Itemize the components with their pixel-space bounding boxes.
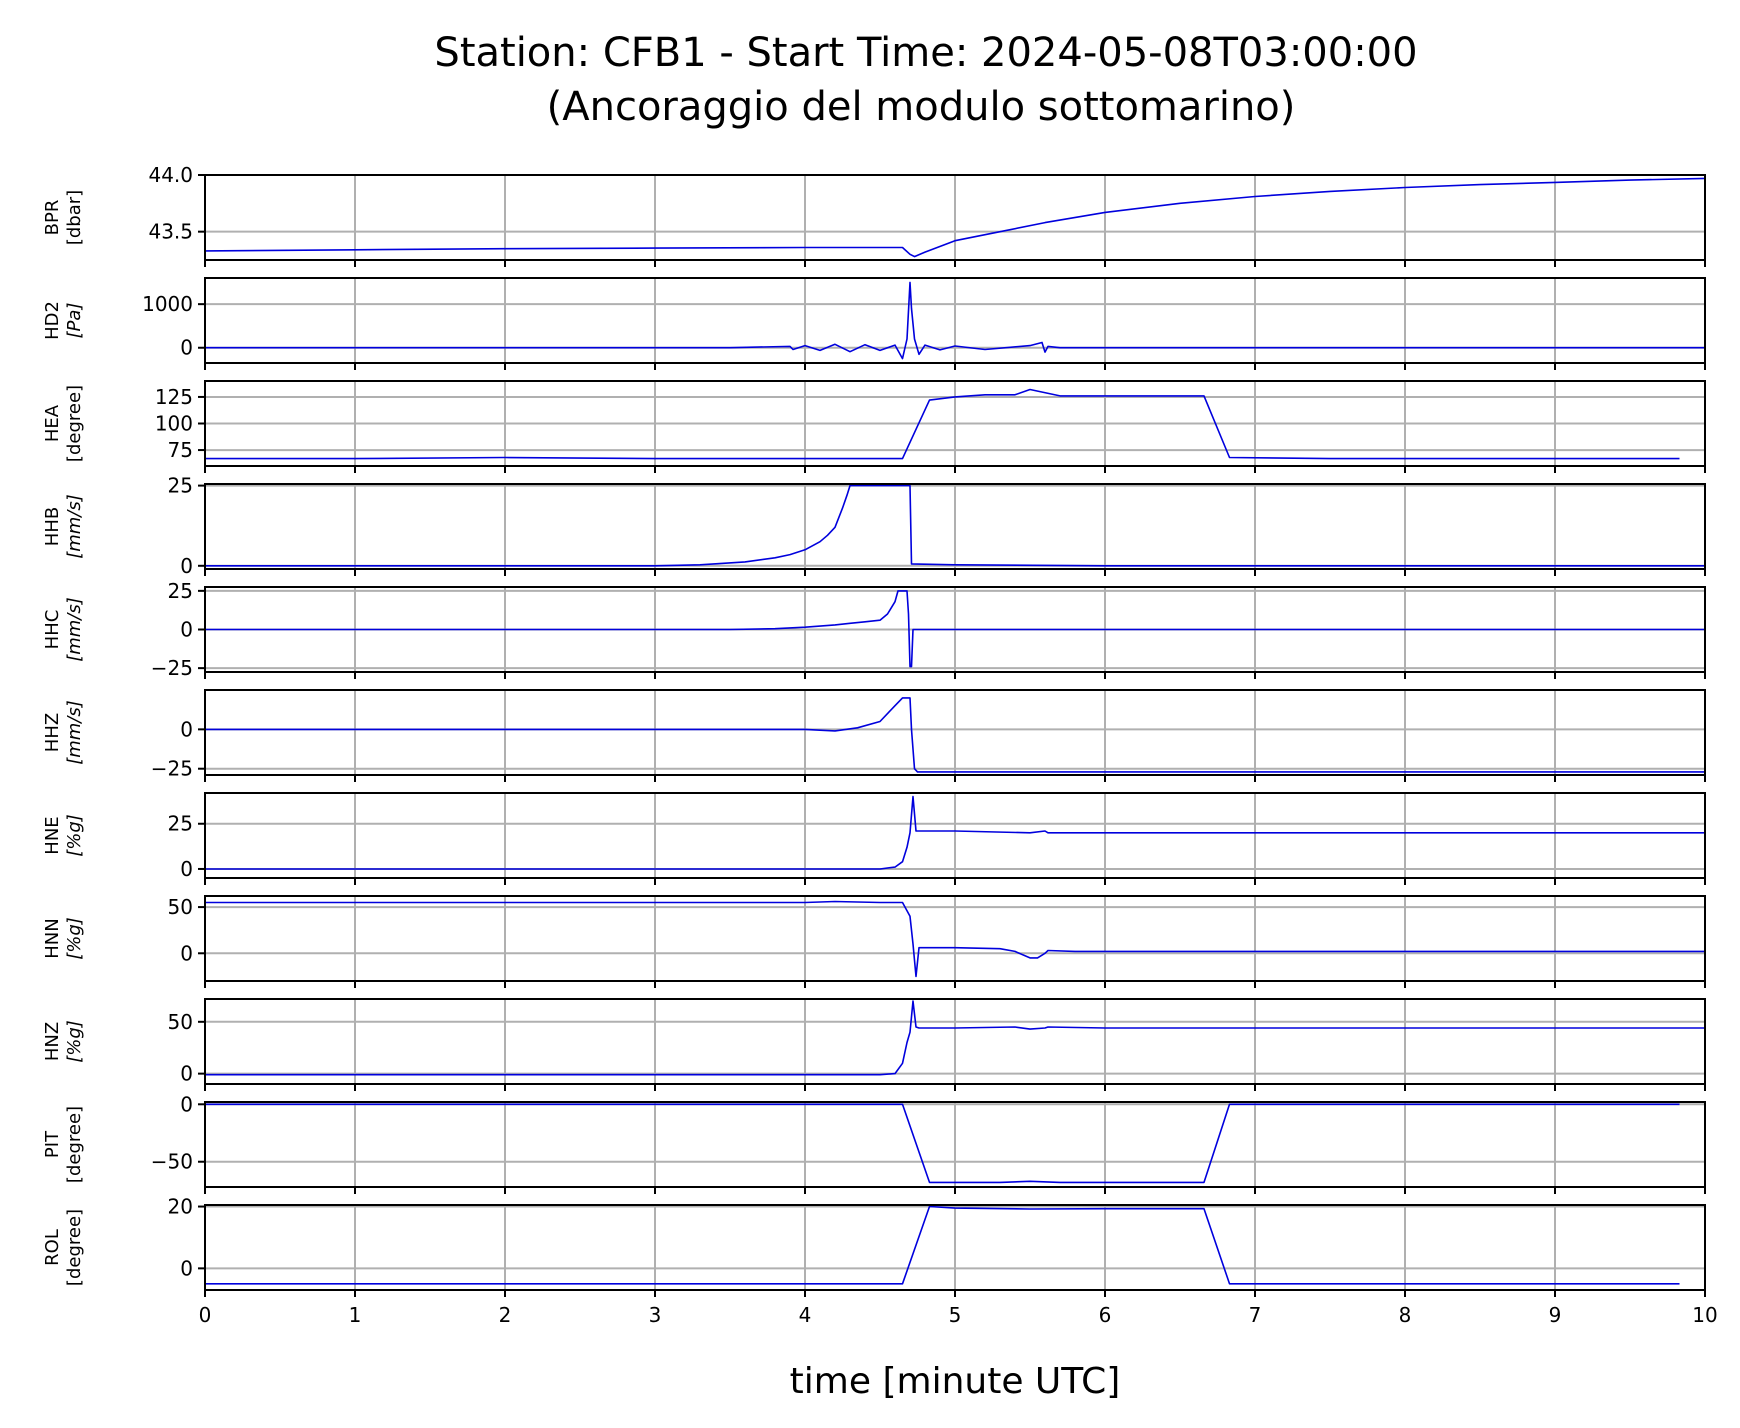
ylabel-hd2: HD2[Pa] (42, 301, 85, 340)
series-line-rol (205, 1205, 1680, 1285)
xtick-label-2: 2 (499, 1303, 512, 1327)
series-line-pit (205, 1103, 1680, 1184)
ytick-label: 0 (180, 941, 193, 965)
ytick-label: 0 (180, 554, 193, 578)
panel-hhc: −25 0 25 HHC[mm/s] (42, 579, 1706, 680)
panel-hhb: 0 25 HHB[mm/s] (42, 474, 1706, 578)
series-line-hne (205, 795, 1705, 870)
ylabel-rol: ROL[degree] (42, 1209, 85, 1286)
ytick-label: 0 (180, 1092, 193, 1116)
xtick-label-8: 8 (1399, 1303, 1412, 1327)
ytick-label: 25 (168, 579, 193, 603)
ytick-label: 44.0 (148, 163, 193, 187)
ylabel-hhc: HHC[mm/s] (42, 597, 85, 662)
chart-subtitle: (Ancoraggio del modulo sottomarino) (547, 84, 1296, 130)
series-line-hhb (205, 484, 1705, 567)
panel-frame (204, 586, 1706, 673)
xtick-label-7: 7 (1249, 1303, 1262, 1327)
panel-frame (204, 895, 1706, 982)
ytick-label: 125 (155, 385, 193, 409)
ytick-label: −50 (151, 1150, 193, 1174)
xtick-label-6: 6 (1099, 1303, 1112, 1327)
ytick-label: 43.5 (148, 220, 193, 244)
ytick-label: 50 (168, 1010, 193, 1034)
xtick-label-5: 5 (949, 1303, 962, 1327)
panel-frame (204, 689, 1706, 776)
series-line-hd2 (205, 281, 1705, 360)
panel-hnz: 0 50 HNZ[%g] (42, 998, 1706, 1091)
x-axis: 0 1 2 3 4 5 6 7 8 9 10 (199, 1303, 1718, 1327)
series-line-bpr (205, 177, 1705, 258)
ytick-label: 0 (180, 717, 193, 741)
panel-frame (204, 380, 1706, 467)
ytick-label: 0 (180, 857, 193, 881)
xtick-label-1: 1 (349, 1303, 362, 1327)
xtick-label-3: 3 (649, 1303, 662, 1327)
x-axis-label: time [minute UTC] (790, 1361, 1121, 1402)
panel-hne: 0 25 HNE[%g] (42, 792, 1706, 885)
panel-frame (204, 174, 1706, 261)
ytick-label: 0 (180, 1256, 193, 1280)
ylabel-bpr: BPR[dbar] (42, 190, 85, 245)
panel-hd2: 0 1000 HD2[Pa] (42, 277, 1706, 370)
xtick-label-4: 4 (799, 1303, 812, 1327)
ytick-label: −25 (151, 757, 193, 781)
series-line-hhz (205, 697, 1705, 773)
xtick-label-9: 9 (1549, 1303, 1562, 1327)
ytick-label: 20 (168, 1195, 193, 1219)
ytick-label: 1000 (142, 292, 193, 316)
panel-frame (204, 277, 1706, 364)
ylabel-hne: HNE[%g] (42, 814, 85, 857)
ytick-label: 25 (168, 812, 193, 836)
ytick-label: 25 (168, 474, 193, 498)
ytick-label: 75 (168, 438, 193, 462)
ytick-label: 0 (180, 336, 193, 360)
ylabel-hea: HEA[degree] (42, 385, 85, 462)
panel-frame (204, 1101, 1706, 1188)
ytick-label: −25 (151, 656, 193, 680)
panel-rol: 0 20 ROL[degree] (42, 1195, 1706, 1297)
panel-hhz: −25 0 HHZ[mm/s] (42, 689, 1706, 782)
series-line-hea (205, 388, 1680, 460)
ytick-label: 100 (155, 412, 193, 436)
ytick-label: 0 (180, 618, 193, 642)
ylabel-hhb: HHB[mm/s] (42, 494, 85, 559)
chart-title: Station: CFB1 - Start Time: 2024-05-08T0… (434, 30, 1417, 76)
panel-frame (204, 483, 1706, 570)
panel-bpr: 43.5 44.0 BPR[dbar] (42, 163, 1706, 267)
ylabel-hnn: HNN[%g] (42, 917, 85, 960)
ylabel-hnz: HNZ[%g] (42, 1020, 85, 1063)
panel-frame (204, 998, 1706, 1085)
panel-pit: −50 0 PIT[degree] (42, 1092, 1706, 1194)
series-line-hhc (205, 590, 1705, 668)
xtick-label-0: 0 (199, 1303, 212, 1327)
xtick-label-10: 10 (1692, 1303, 1717, 1327)
ylabel-hhz: HHZ[mm/s] (42, 700, 85, 765)
ylabel-pit: PIT[degree] (42, 1106, 85, 1183)
panel-hnn: 0 50 HNN[%g] (42, 895, 1706, 988)
panel-frame (204, 792, 1706, 879)
series-line-hnn (205, 900, 1705, 978)
series-line-hnz (205, 1000, 1705, 1076)
ytick-label: 50 (168, 895, 193, 919)
ytick-label: 0 (180, 1062, 193, 1086)
panel-frame (204, 1204, 1706, 1291)
